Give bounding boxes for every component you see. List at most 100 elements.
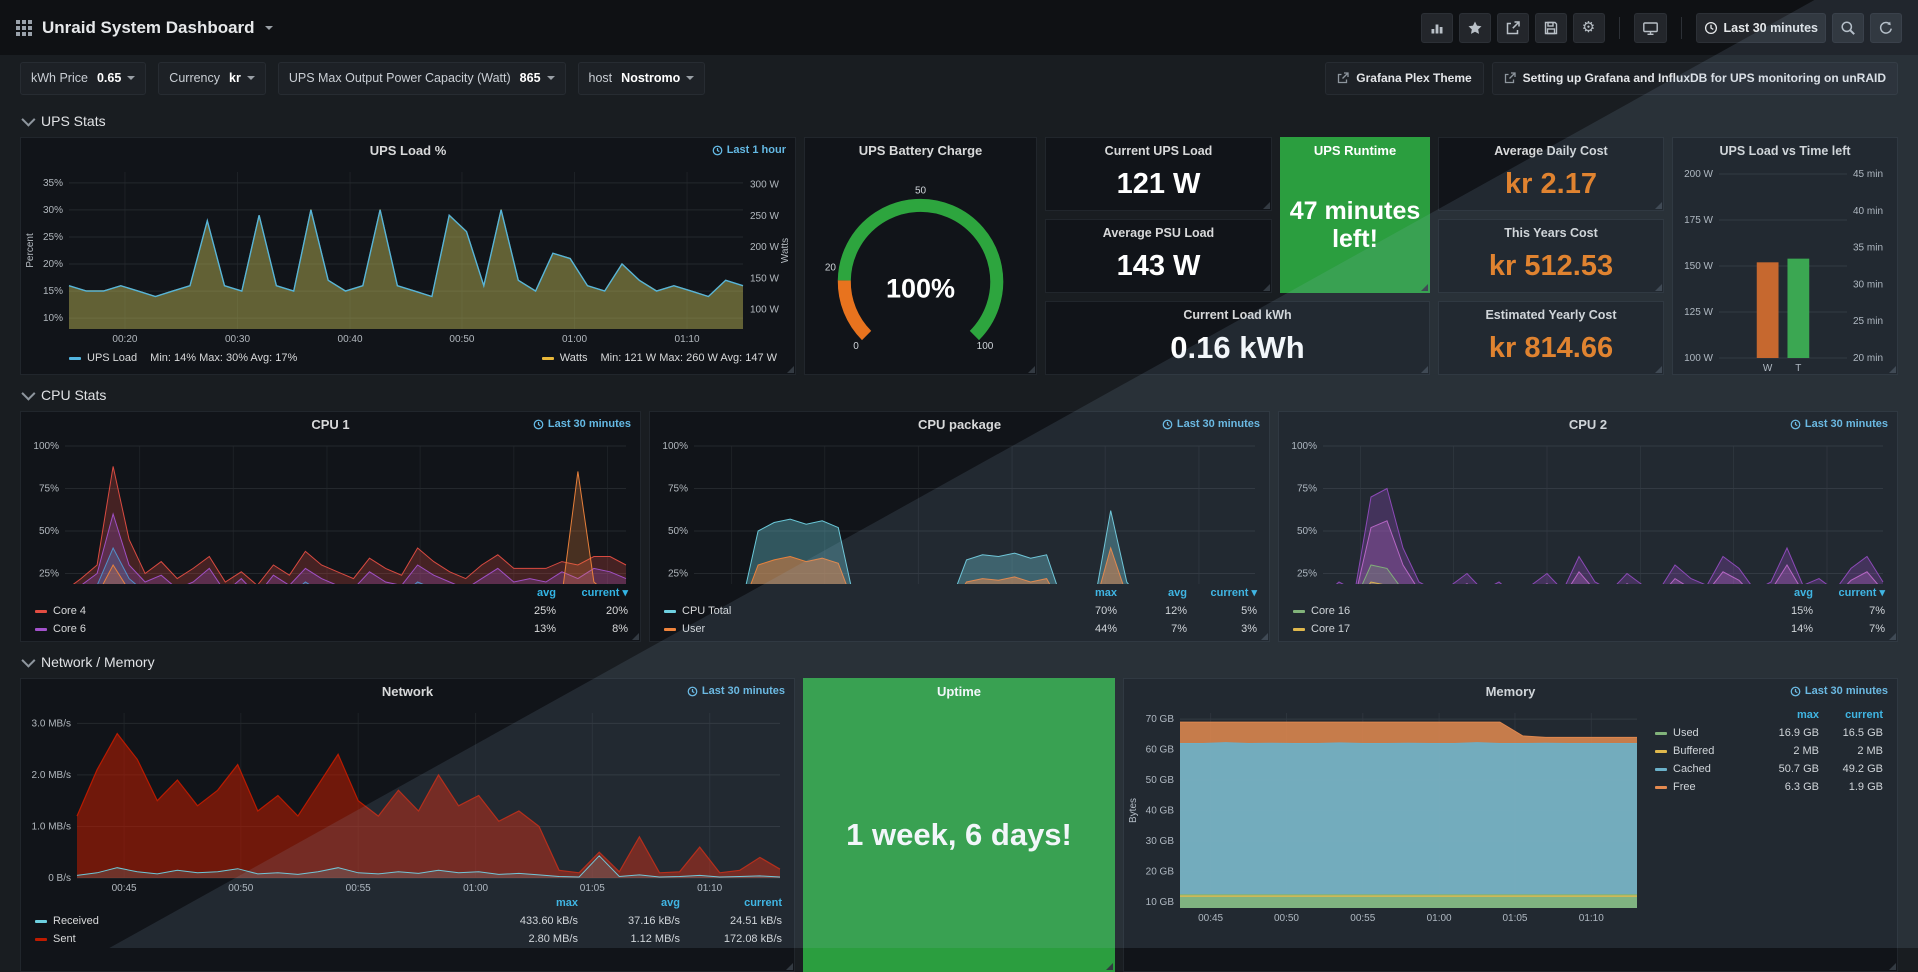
network-graph[interactable]: 00:45 00:50 00:55 01:00 01:05 01:10 3.0 MB/s 2.… [21, 705, 794, 895]
panel-resize-handle[interactable] [632, 633, 639, 640]
legend-header[interactable]: max [1094, 586, 1117, 599]
star-button[interactable] [1458, 12, 1491, 43]
panel-title[interactable]: Estimated Yearly Cost [1485, 308, 1617, 322]
panel-title[interactable]: CPU package [917, 417, 1002, 432]
svg-text:25%: 25% [668, 569, 688, 580]
panel-title[interactable]: Average PSU Load [1102, 226, 1215, 240]
cpu2-graph[interactable]: 00:4500:5000:5501:0001:0501:10100%75%50%… [1279, 438, 1897, 584]
panel-title[interactable]: Uptime [936, 684, 982, 699]
panel-resize-handle[interactable] [786, 963, 793, 970]
ups-load-vs-time-bars[interactable]: 200 W 175 W 150 W 125 W 100 W 45 min 40 min 35 … [1673, 164, 1897, 374]
variable-kwh-price[interactable]: kWh Price 0.65 [20, 61, 147, 95]
variable-value[interactable]: 865 [520, 71, 555, 85]
variable-label: UPS Max Output Power Capacity (Watt) [288, 71, 511, 85]
legend-header[interactable]: current ▾ [1210, 587, 1257, 599]
legend-series-label[interactable]: Cached [1655, 763, 1755, 775]
panel-title[interactable]: Memory [1485, 684, 1536, 699]
link-grafana-plex-theme[interactable]: Grafana Plex Theme [1325, 61, 1484, 95]
legend-header[interactable]: avg [661, 897, 680, 909]
variable-ups-max-output[interactable]: UPS Max Output Power Capacity (Watt) 865 [277, 61, 566, 95]
chevron-down-icon [21, 112, 36, 127]
legend-header[interactable]: current ▾ [1838, 587, 1885, 599]
panel-resize-handle[interactable] [1421, 284, 1428, 291]
time-range-button[interactable]: Last 30 minutes [1695, 12, 1826, 43]
panel-resize-handle[interactable] [1889, 366, 1896, 373]
legend-series-label[interactable]: Core 6 [35, 623, 484, 635]
legend-header[interactable]: current [1845, 709, 1883, 721]
cpu1-graph[interactable]: 00:5000:5501:0001:0501:1001:15100%75%50%… [21, 438, 640, 584]
legend-series-label[interactable]: Free [1655, 781, 1755, 793]
legend-header[interactable]: current [744, 897, 782, 909]
panel-resize-handle[interactable] [1421, 366, 1428, 373]
panel-title[interactable]: UPS Runtime [1313, 143, 1397, 158]
panel-title[interactable]: Current UPS Load [1104, 144, 1213, 158]
panel-resize-handle[interactable] [1263, 284, 1270, 291]
legend-header[interactable]: max [555, 897, 578, 909]
add-panel-button[interactable] [1420, 12, 1453, 43]
panel-title[interactable]: UPS Load vs Time left [1719, 144, 1851, 158]
svg-text:25%: 25% [39, 569, 59, 580]
svg-text:60 GB: 60 GB [1146, 745, 1175, 756]
variable-host[interactable]: host Nostromo [577, 61, 706, 95]
cpu-package-graph[interactable]: 00:4500:5000:5501:0001:0501:10100%75%50%… [650, 438, 1269, 584]
legend-header[interactable]: avg [1794, 586, 1813, 599]
dashboard-title-button[interactable]: Unraid System Dashboard [16, 18, 273, 38]
save-button[interactable] [1534, 12, 1567, 43]
legend-series-label[interactable]: Received [35, 915, 476, 927]
row-header-cpu-stats[interactable]: CPU Stats [0, 383, 1918, 407]
svg-text:100%: 100% [1291, 441, 1317, 452]
panel-resize-handle[interactable] [1106, 963, 1113, 970]
legend-series-label[interactable]: UPS Load Min: 14% Max: 30% Avg: 17% [69, 352, 297, 364]
panel-resize-handle[interactable] [1655, 284, 1662, 291]
memory-graph[interactable]: 00:45 00:50 00:55 01:00 01:05 01:10 70 GB 60 GB… [1124, 705, 1651, 925]
svg-text:30%: 30% [43, 205, 63, 216]
panel-title[interactable]: Current Load kWh [1183, 308, 1292, 322]
chart-svg: 00:4500:5000:5501:0001:0501:10100%75%50%… [1291, 441, 1884, 584]
ups-load-graph[interactable]: 00:20 00:30 00:40 00:50 01:00 01:10 35% 30% 25% 2… [21, 164, 795, 346]
variable-value[interactable]: 0.65 [97, 71, 136, 85]
navbar-divider [1680, 16, 1682, 39]
panel-title[interactable]: Average Daily Cost [1494, 144, 1608, 158]
time-override-label: Last 30 minutes [1790, 418, 1888, 430]
panel-resize-handle[interactable] [1028, 366, 1035, 373]
row-header-ups-stats[interactable]: UPS Stats [0, 109, 1918, 133]
panel-resize-handle[interactable] [1263, 202, 1270, 209]
panel-resize-handle[interactable] [1889, 633, 1896, 640]
panel-title[interactable]: Network [381, 684, 434, 699]
panel-title[interactable]: CPU 1 [311, 417, 350, 432]
legend-header[interactable]: max [1796, 709, 1819, 721]
panel-title[interactable]: CPU 2 [1568, 417, 1608, 432]
panel-resize-handle[interactable] [1261, 633, 1268, 640]
cycle-view-button[interactable] [1633, 12, 1667, 43]
row-header-network-memory[interactable]: Network / Memory [0, 650, 1918, 674]
panel-title[interactable]: UPS Load % [369, 143, 447, 158]
legend-series-label[interactable]: Core 16 [1293, 605, 1741, 617]
zoom-out-button[interactable] [1832, 12, 1864, 43]
legend-header[interactable]: avg [537, 586, 556, 599]
variable-value[interactable]: kr [229, 71, 255, 85]
legend-series-label[interactable]: Buffered [1655, 745, 1755, 757]
link-ups-monitoring-article[interactable]: Setting up Grafana and InfluxDB for UPS … [1491, 61, 1898, 95]
panel-title[interactable]: This Years Cost [1504, 226, 1598, 240]
panel-resize-handle[interactable] [1889, 963, 1896, 970]
share-button[interactable] [1496, 12, 1529, 43]
panel-resize-handle[interactable] [1655, 202, 1662, 209]
panel-resize-handle[interactable] [1655, 366, 1662, 373]
panel-resize-handle[interactable] [787, 366, 794, 373]
refresh-button[interactable] [1870, 12, 1902, 43]
legend-series-label[interactable]: User [664, 623, 1047, 635]
legend-value: 7% [1171, 623, 1187, 635]
legend-series-label[interactable]: Core 4 [35, 605, 484, 617]
legend-series-label[interactable]: CPU Total [664, 605, 1047, 617]
legend-series-label[interactable]: Watts Min: 121 W Max: 260 W Avg: 147 W [541, 352, 777, 364]
legend-series-label[interactable]: Sent [35, 933, 476, 945]
variable-value[interactable]: Nostromo [621, 71, 695, 85]
legend-series-label[interactable]: Used [1655, 727, 1755, 739]
settings-button[interactable]: ⚙ [1572, 12, 1605, 43]
legend-series-label[interactable]: Core 17 [1293, 623, 1741, 635]
legend-header[interactable]: avg [1168, 586, 1187, 599]
variable-currency[interactable]: Currency kr [158, 61, 266, 95]
panel-title[interactable]: UPS Battery Charge [858, 143, 983, 158]
legend-header[interactable]: current ▾ [581, 587, 628, 599]
legend-value: 16.9 GB [1778, 727, 1819, 739]
